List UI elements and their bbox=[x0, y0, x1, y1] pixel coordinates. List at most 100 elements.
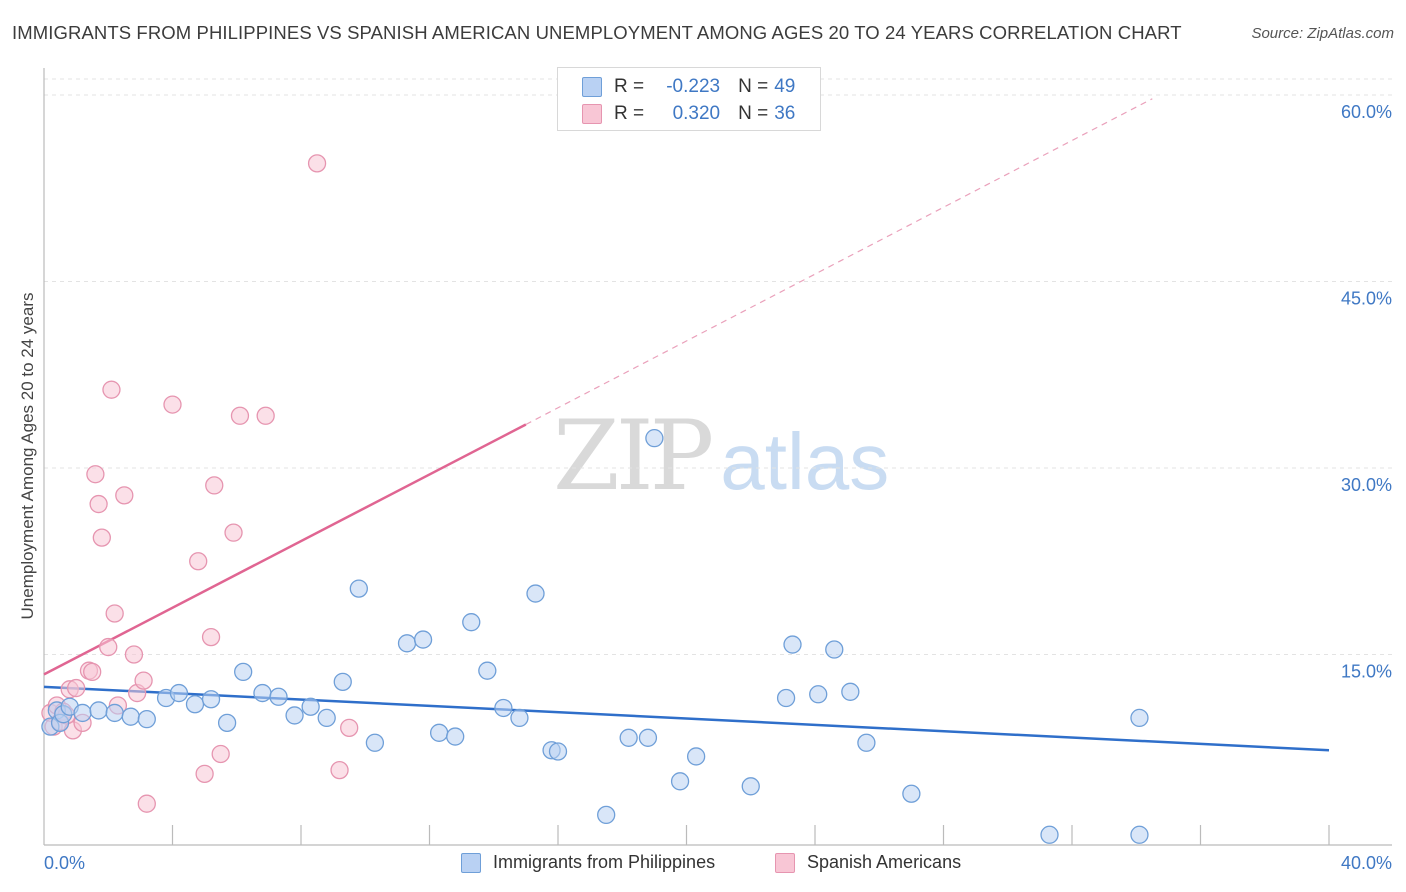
trend-lines bbox=[43, 98, 1330, 752]
data-point-spanish bbox=[137, 794, 156, 813]
data-point-philippines bbox=[841, 682, 860, 701]
legend-item-philippines[interactable]: Immigrants from Philippines bbox=[461, 852, 715, 873]
legend-r-value: -0.223 bbox=[666, 76, 721, 97]
source-credit: Source: ZipAtlas.com bbox=[1251, 25, 1394, 42]
legend-n-label: N = bbox=[738, 76, 769, 97]
data-point-spanish bbox=[189, 552, 208, 571]
data-point-spanish bbox=[340, 718, 359, 738]
y-tick-label: 15.0% bbox=[1341, 662, 1392, 682]
legend-item-spanish[interactable]: Spanish Americans bbox=[775, 852, 961, 873]
legend-item-label: Immigrants from Philippines bbox=[493, 852, 716, 872]
legend-n-value: 36 bbox=[774, 103, 796, 124]
data-point-philippines bbox=[645, 429, 664, 448]
data-point-philippines bbox=[105, 703, 124, 723]
watermark: ZIP atlas bbox=[553, 400, 889, 512]
series-immigrants-from-philippines bbox=[41, 429, 1149, 844]
data-point-philippines bbox=[597, 805, 616, 825]
data-point-philippines bbox=[121, 707, 140, 726]
data-point-spanish bbox=[230, 406, 250, 425]
watermark-atlas: atlas bbox=[720, 417, 890, 506]
data-point-spanish bbox=[195, 764, 214, 784]
data-point-philippines bbox=[397, 634, 417, 653]
data-point-philippines bbox=[1130, 708, 1149, 728]
data-point-philippines bbox=[462, 613, 481, 632]
y-tick-label: 45.0% bbox=[1341, 289, 1392, 309]
data-point-philippines bbox=[217, 713, 237, 733]
data-point-spanish bbox=[124, 645, 144, 664]
data-point-philippines bbox=[333, 672, 352, 692]
data-point-philippines bbox=[269, 687, 288, 706]
legend-swatch-blue bbox=[582, 77, 602, 97]
data-point-spanish bbox=[86, 465, 105, 484]
axes bbox=[43, 68, 1392, 846]
chart-title: IMMIGRANTS FROM PHILIPPINES VS SPANISH A… bbox=[12, 22, 1182, 43]
x-tick-label-max: 40.0% bbox=[1341, 853, 1392, 873]
data-point-philippines bbox=[825, 640, 844, 659]
data-point-philippines bbox=[638, 728, 658, 747]
legend-item-label: Spanish Americans bbox=[807, 852, 962, 872]
data-point-philippines bbox=[494, 698, 513, 718]
legend-row-philippines: R = -0.223 N = 49 bbox=[582, 74, 795, 100]
data-point-philippines bbox=[686, 747, 706, 766]
data-point-philippines bbox=[285, 706, 304, 725]
data-point-philippines bbox=[301, 697, 320, 716]
data-point-spanish bbox=[99, 637, 118, 657]
data-point-philippines bbox=[89, 701, 108, 720]
data-point-philippines bbox=[201, 690, 221, 709]
data-point-philippines bbox=[741, 777, 760, 796]
data-point-spanish bbox=[163, 395, 182, 414]
watermark-zip: ZIP bbox=[553, 400, 714, 512]
data-point-spanish bbox=[66, 678, 86, 698]
data-point-philippines bbox=[478, 661, 497, 680]
tick-labels: 15.0% 30.0% 45.0% 60.0% 0.0% 40.0% bbox=[44, 102, 1392, 873]
data-point-spanish bbox=[115, 486, 134, 505]
data-point-philippines bbox=[783, 635, 802, 654]
data-point-philippines bbox=[809, 685, 828, 704]
legend-swatch-pink bbox=[582, 104, 602, 124]
data-point-spanish bbox=[105, 604, 124, 623]
data-point-philippines bbox=[349, 579, 368, 598]
data-point-philippines bbox=[169, 683, 189, 703]
data-point-spanish bbox=[201, 627, 221, 647]
data-point-philippines bbox=[429, 723, 449, 742]
data-point-spanish bbox=[256, 406, 275, 425]
data-point-spanish bbox=[205, 476, 224, 495]
y-tick-label: 30.0% bbox=[1341, 475, 1392, 495]
data-point-philippines bbox=[253, 683, 272, 703]
legend-swatch-pink bbox=[775, 852, 795, 873]
data-point-spanish bbox=[92, 528, 111, 547]
data-point-spanish bbox=[83, 662, 102, 682]
data-point-philippines bbox=[365, 733, 385, 752]
data-point-philippines bbox=[185, 695, 205, 714]
data-point-spanish bbox=[89, 494, 108, 514]
legend-n-label: N = bbox=[738, 103, 769, 124]
data-point-spanish bbox=[102, 380, 121, 399]
legend-swatch-blue bbox=[461, 852, 481, 873]
data-point-spanish bbox=[134, 671, 153, 690]
data-point-philippines bbox=[1130, 825, 1149, 844]
data-point-philippines bbox=[670, 772, 690, 791]
data-point-philippines bbox=[137, 710, 156, 729]
data-point-philippines bbox=[776, 688, 796, 708]
data-point-spanish bbox=[224, 523, 243, 542]
data-point-philippines bbox=[857, 733, 876, 752]
data-point-philippines bbox=[413, 630, 433, 649]
trend-extension-spanish bbox=[525, 98, 1153, 426]
data-point-spanish bbox=[307, 154, 327, 173]
x-tick-label-min: 0.0% bbox=[44, 853, 85, 873]
data-point-philippines bbox=[234, 662, 253, 682]
data-point-philippines bbox=[526, 584, 545, 603]
series-legend: Immigrants from Philippines Spanish Amer… bbox=[0, 852, 1406, 878]
data-point-philippines bbox=[619, 728, 638, 747]
legend-n-value: 49 bbox=[774, 76, 796, 97]
data-point-philippines bbox=[446, 727, 465, 746]
y-axis-label: Unemployment Among Ages 20 to 24 years bbox=[18, 292, 37, 620]
legend-r-value: 0.320 bbox=[672, 103, 721, 124]
correlation-legend: R = -0.223 N = 49 R = 0.320 N = 36 bbox=[557, 67, 821, 131]
y-tick-label: 60.0% bbox=[1341, 102, 1392, 122]
trend-line-spanish bbox=[43, 423, 527, 676]
legend-row-spanish: R = 0.320 N = 36 bbox=[582, 101, 795, 127]
data-point-spanish bbox=[211, 744, 230, 764]
legend-r-label: R = bbox=[614, 103, 645, 124]
